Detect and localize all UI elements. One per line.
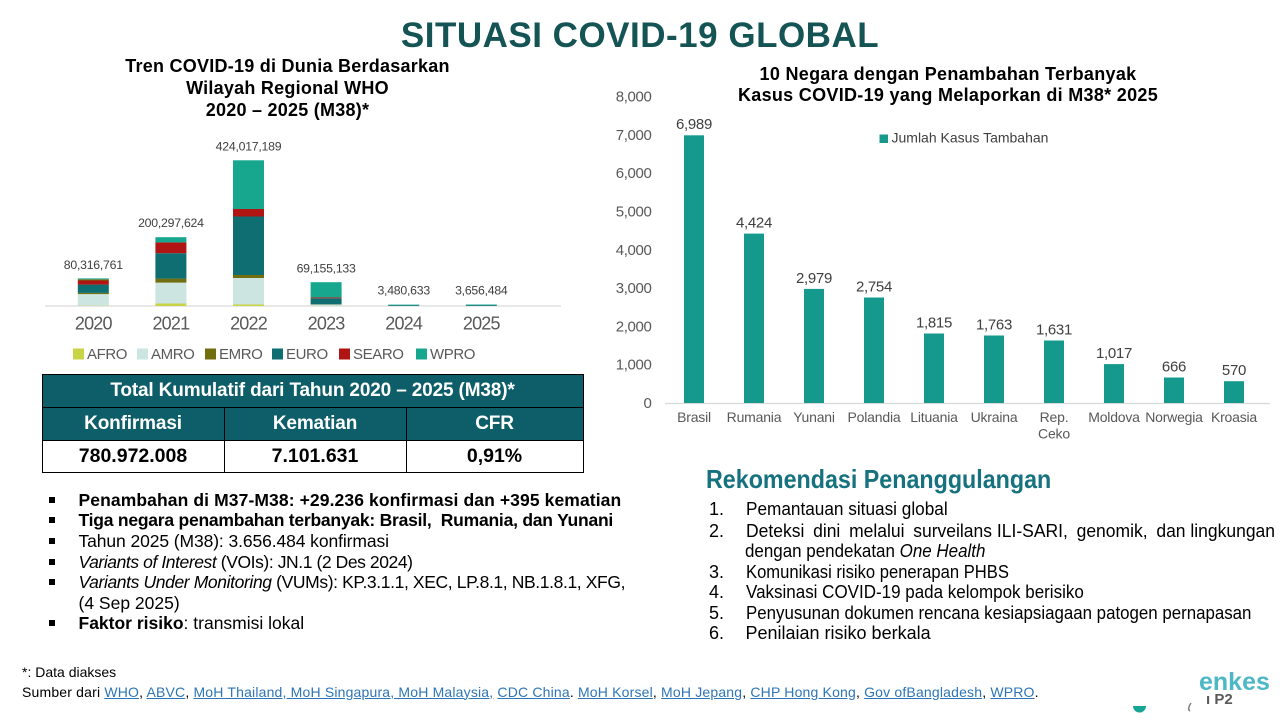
svg-text:3,656,484: 3,656,484 [455, 284, 508, 298]
svg-text:4,424: 4,424 [736, 215, 772, 232]
svg-text:Norwegia: Norwegia [1145, 409, 1203, 425]
svg-text:Ceko: Ceko [1038, 426, 1070, 442]
svg-text:69,155,133: 69,155,133 [297, 262, 356, 276]
svg-text:AMRO: AMRO [151, 346, 194, 363]
svg-text:7,000: 7,000 [616, 127, 652, 144]
svg-text:WPRO: WPRO [430, 346, 475, 363]
svg-text:Rep.: Rep. [1040, 409, 1069, 425]
svg-text:2,000: 2,000 [616, 318, 652, 335]
svg-text:1,763: 1,763 [976, 317, 1012, 334]
svg-text:Rumania: Rumania [727, 409, 782, 425]
svg-text:6,000: 6,000 [616, 165, 652, 182]
svg-text:0: 0 [644, 395, 652, 412]
svg-text:Polandia: Polandia [848, 409, 901, 425]
svg-text:3,480,633: 3,480,633 [377, 284, 430, 298]
svg-text:6,989: 6,989 [676, 116, 712, 133]
svg-text:2025: 2025 [463, 314, 501, 334]
svg-text:666: 666 [1162, 359, 1186, 376]
svg-text:8,000: 8,000 [616, 89, 652, 106]
svg-text:Yunani: Yunani [793, 409, 835, 425]
svg-text:EMRO: EMRO [219, 346, 262, 363]
svg-text:2,754: 2,754 [856, 279, 892, 296]
svg-text:Ukraina: Ukraina [971, 409, 1018, 425]
svg-text:EURO: EURO [286, 346, 328, 363]
svg-text:Kroasia: Kroasia [1211, 409, 1257, 425]
svg-text:570: 570 [1222, 362, 1246, 379]
svg-text:1,631: 1,631 [1036, 322, 1072, 339]
svg-text:2022: 2022 [230, 314, 268, 334]
svg-text:80,316,761: 80,316,761 [64, 258, 123, 272]
svg-text:Brasil: Brasil [677, 409, 711, 425]
svg-text:200,297,624: 200,297,624 [138, 216, 204, 230]
svg-text:AFRO: AFRO [87, 346, 127, 363]
svg-text:1,000: 1,000 [616, 357, 652, 374]
svg-text:2024: 2024 [385, 314, 423, 334]
svg-text:Moldova: Moldova [1088, 409, 1140, 425]
svg-text:2020: 2020 [75, 314, 113, 334]
svg-text:1,017: 1,017 [1096, 345, 1132, 362]
svg-text:2,979: 2,979 [796, 270, 832, 287]
svg-text:2023: 2023 [308, 314, 346, 334]
svg-text:5,000: 5,000 [616, 204, 652, 221]
svg-text:Lituania: Lituania [910, 409, 958, 425]
svg-text:424,017,189: 424,017,189 [216, 139, 282, 153]
svg-text:1,815: 1,815 [916, 315, 952, 332]
svg-text:3,000: 3,000 [616, 280, 652, 297]
svg-text:SEARO: SEARO [353, 346, 404, 363]
svg-text:4,000: 4,000 [616, 242, 652, 259]
svg-text:Jumlah Kasus Tambahan: Jumlah Kasus Tambahan [892, 129, 1049, 145]
svg-text:2021: 2021 [152, 314, 190, 334]
